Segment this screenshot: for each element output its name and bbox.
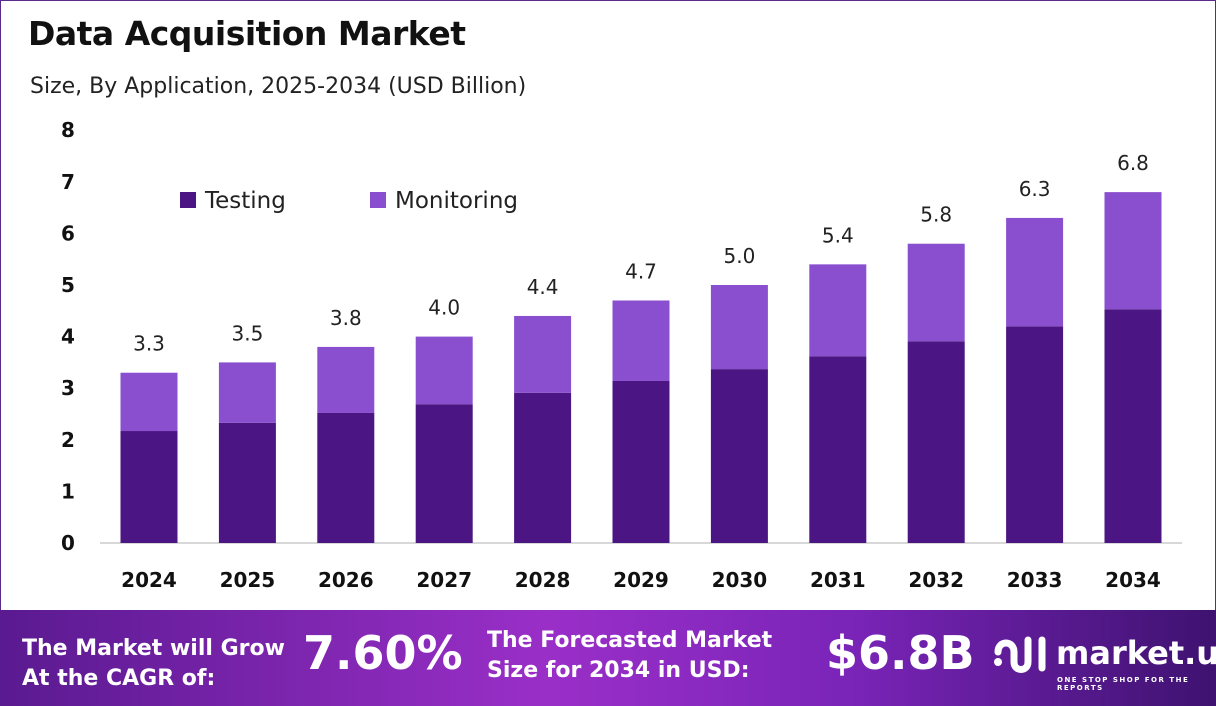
cagr-label: The Market will Grow At the CAGR of: <box>22 634 285 694</box>
y-tick-label: 5 <box>61 273 75 297</box>
bar-testing-2034 <box>1104 309 1162 543</box>
bar-monitoring-2027 <box>415 336 473 405</box>
x-tick-label: 2027 <box>416 568 472 592</box>
x-tick-label: 2034 <box>1105 568 1161 592</box>
y-tick-label: 0 <box>61 531 75 555</box>
x-tick-label: 2025 <box>220 568 276 592</box>
y-tick-label: 1 <box>61 479 75 503</box>
y-tick-label: 2 <box>61 428 75 452</box>
cagr-label-line1: The Market will Grow <box>22 636 285 661</box>
chart-title: Data Acquisition Market <box>28 14 466 53</box>
bar-monitoring-2024 <box>120 372 178 432</box>
total-data-label: 5.8 <box>920 203 952 227</box>
total-data-label: 6.8 <box>1117 151 1149 175</box>
total-data-label: 4.7 <box>625 259 657 283</box>
legend-swatch-testing <box>180 192 196 208</box>
bar-testing-2025 <box>218 422 276 543</box>
x-tick-label: 2029 <box>613 568 669 592</box>
bar-monitoring-2031 <box>809 264 867 357</box>
legend-label-testing: Testing <box>204 188 286 214</box>
bar-monitoring-2029 <box>612 300 670 381</box>
total-data-label: 6.3 <box>1019 177 1051 201</box>
bar-monitoring-2034 <box>1104 192 1162 310</box>
brand-name: market.us <box>1056 634 1216 672</box>
total-data-label: 5.4 <box>822 223 854 247</box>
x-tick-label: 2031 <box>810 568 866 592</box>
bar-monitoring-2028 <box>514 315 572 393</box>
y-tick-label: 8 <box>61 118 75 142</box>
bar-testing-2032 <box>907 341 965 543</box>
total-data-label: 4.0 <box>428 296 460 320</box>
total-data-label: 3.3 <box>133 332 165 356</box>
bar-monitoring-2030 <box>710 285 768 370</box>
bar-monitoring-2025 <box>218 362 276 423</box>
bar-monitoring-2033 <box>1006 217 1064 327</box>
x-tick-label: 2030 <box>712 568 768 592</box>
x-tick-label: 2032 <box>908 568 964 592</box>
bar-testing-2030 <box>710 369 768 543</box>
total-data-label: 3.8 <box>330 306 362 330</box>
chart-subtitle: Size, By Application, 2025-2034 (USD Bil… <box>30 74 527 99</box>
forecast-label: The Forecasted Market Size for 2034 in US… <box>487 626 772 686</box>
market-us-logo-icon <box>994 636 1046 673</box>
cagr-label-line2: At the CAGR of: <box>22 666 216 691</box>
y-tick-label: 3 <box>61 376 75 400</box>
forecast-value: $6.8B <box>826 626 975 680</box>
y-tick-label: 6 <box>61 221 75 245</box>
bar-testing-2028 <box>514 392 572 543</box>
forecast-label-line1: The Forecasted Market <box>487 628 773 653</box>
x-tick-label: 2024 <box>121 568 177 592</box>
bar-testing-2031 <box>809 356 867 543</box>
x-tick-label: 2026 <box>318 568 374 592</box>
x-tick-label: 2028 <box>515 568 571 592</box>
bar-testing-2029 <box>612 380 670 543</box>
total-data-label: 5.0 <box>723 244 755 268</box>
legend-swatch-monitoring <box>370 192 386 208</box>
bar-testing-2024 <box>120 431 178 543</box>
x-tick-label: 2033 <box>1007 568 1063 592</box>
bar-monitoring-2032 <box>907 243 965 342</box>
total-data-label: 3.5 <box>231 321 263 345</box>
bar-testing-2027 <box>415 404 473 543</box>
bar-testing-2033 <box>1006 326 1064 543</box>
brand-tagline: ONE STOP SHOP FOR THE REPORTS <box>1057 676 1190 692</box>
total-data-label: 4.4 <box>527 275 559 299</box>
bar-monitoring-2026 <box>317 346 375 413</box>
legend-label-monitoring: Monitoring <box>395 188 518 214</box>
bar-chart: 0 1 2 3 4 5 6 7 8 3.3 2024 3.5 2025 3.8 2026 4.0 2027 4.4… <box>61 118 1182 592</box>
bar-testing-2026 <box>317 412 375 543</box>
forecast-label-line2: Size for 2034 in USD: <box>487 658 750 683</box>
summary-banner: The Market will Grow At the CAGR of: 7.60… <box>0 610 1216 706</box>
y-tick-label: 7 <box>61 170 75 194</box>
y-tick-label: 4 <box>61 325 75 349</box>
cagr-value: 7.60% <box>303 626 463 680</box>
